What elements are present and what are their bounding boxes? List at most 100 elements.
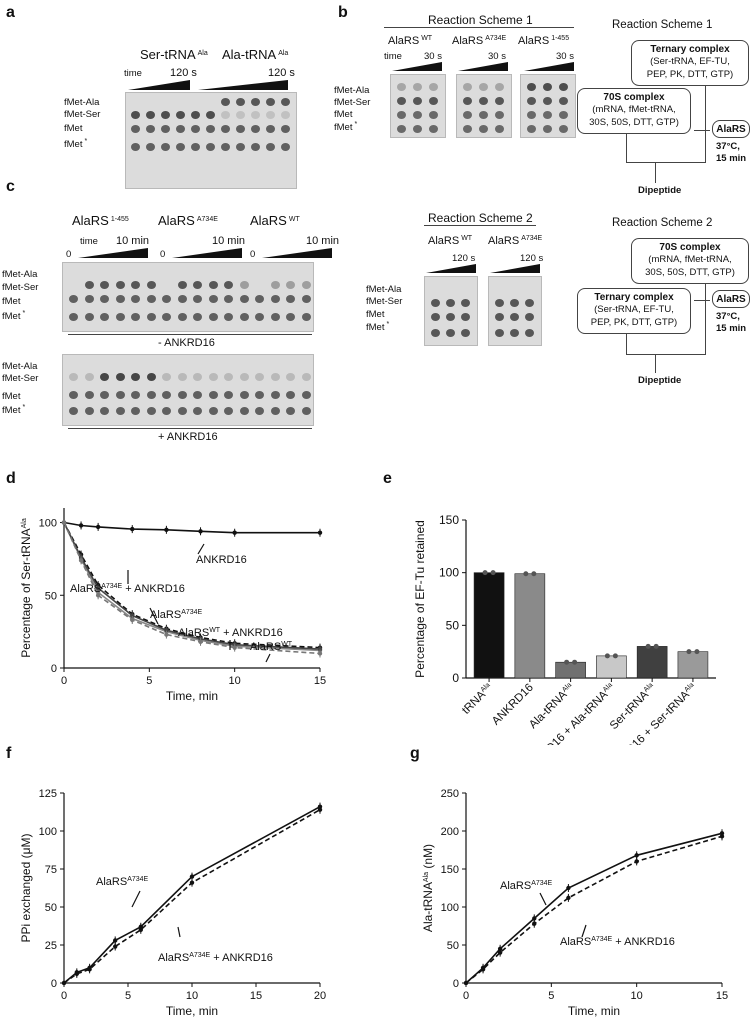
gel-band [559,83,568,91]
panel-label-e: e [383,470,392,487]
gel-band [239,373,249,381]
gel-band [413,83,422,91]
gel-band [559,125,568,133]
gel-band [224,391,233,399]
time-ramp [490,264,540,273]
series-annotation: ANKRD16 [196,554,247,566]
y-tick-label: 100 [441,902,459,914]
time-label: time [384,51,402,62]
gel-band [510,299,519,307]
gel-band [525,313,534,321]
gel-band [479,125,488,133]
gel-band [266,143,275,151]
gel-band [115,313,125,321]
connector [655,355,656,373]
x-axis-label: Time, min [166,689,218,703]
y-tick-label: 50 [446,618,460,632]
arrow [694,130,710,131]
gel-band [236,111,245,119]
gel-band [206,111,215,119]
gel-band [525,299,534,307]
connector [705,284,706,355]
connector [626,334,627,354]
series-line [465,832,723,984]
time-end-label: 120 s [520,253,544,264]
gel-band [266,125,275,133]
gel-band [84,407,94,415]
gel-band [495,125,504,133]
gel-band [543,125,552,133]
gel-band [397,125,406,133]
connector [626,162,706,163]
y-axis-label: PPi exchanged (μM) [19,834,33,943]
gel-band [100,373,109,381]
x-tick-label: 5 [548,990,554,1002]
connector [626,354,706,355]
gel-band [495,329,504,337]
zero-label: 0 [160,249,166,260]
x-tick-label: 5 [125,990,131,1002]
gel-band [251,98,260,106]
x-tick-label: 10 [229,675,241,687]
gel-band [131,281,140,289]
gel-band [270,295,280,303]
gel-band [177,407,187,415]
band-label: fMet * [334,121,358,133]
panel-label-a: a [6,4,15,21]
gel-band [191,143,200,151]
band-label: fMet * [2,404,26,416]
gel-band [397,97,406,105]
bar [555,661,586,679]
annotation-arrow [197,543,205,555]
gel-band [270,313,280,321]
gel-band [413,97,422,105]
gel-band [84,373,94,381]
time-ramp [172,248,242,258]
panel-label-f: f [6,745,12,762]
time-end-label: 120 s [268,67,295,79]
gel-band [286,391,295,399]
gel-band [286,281,295,289]
gel-band [461,299,470,307]
band-label: fMet-Ala [366,284,402,295]
condition-label: 37°C, [716,141,740,152]
y-tick-label: 0 [453,978,459,990]
gel-band [463,111,472,119]
gel-band [224,313,233,321]
y-axis-label: Ala-tRNAAla (nM) [421,844,435,932]
time-end-label: 10 min [306,235,340,247]
y-tick-label: 100 [39,518,57,530]
data-point [531,571,537,577]
gel-band [84,391,94,399]
gel-band [224,295,233,303]
gel-band [270,373,280,381]
divider [68,428,312,429]
gel-band [286,373,295,381]
gel-band [479,111,488,119]
y-tick-label: 25 [45,940,57,952]
bar [636,646,668,679]
gel-band [146,407,156,415]
x-tick-label: 15 [716,990,728,1002]
gel-band [146,373,156,381]
gel-band [281,143,290,151]
y-axis-label: Percentage of EF-Tu retained [413,520,427,678]
gel-band [176,111,185,119]
band-label: fMet [334,109,353,120]
divider [68,334,312,335]
gel-band [281,111,290,119]
gel-band [413,125,422,133]
band-label: fMet-Ala [64,97,100,108]
band-label: fMet-Ala [334,85,370,96]
gel-band [397,83,406,91]
y-tick-label: 50 [447,940,459,952]
gel-band [100,391,109,399]
enzyme-box: AlaRS [712,290,750,308]
scheme-title: Reaction Scheme 2 [612,217,713,229]
time-ramp [262,248,332,258]
gel-band [206,125,215,133]
x-tick-label: 0 [61,990,67,1002]
gel-band [251,125,260,133]
condition-label: 15 min [716,153,747,164]
time-ramp [78,248,148,258]
